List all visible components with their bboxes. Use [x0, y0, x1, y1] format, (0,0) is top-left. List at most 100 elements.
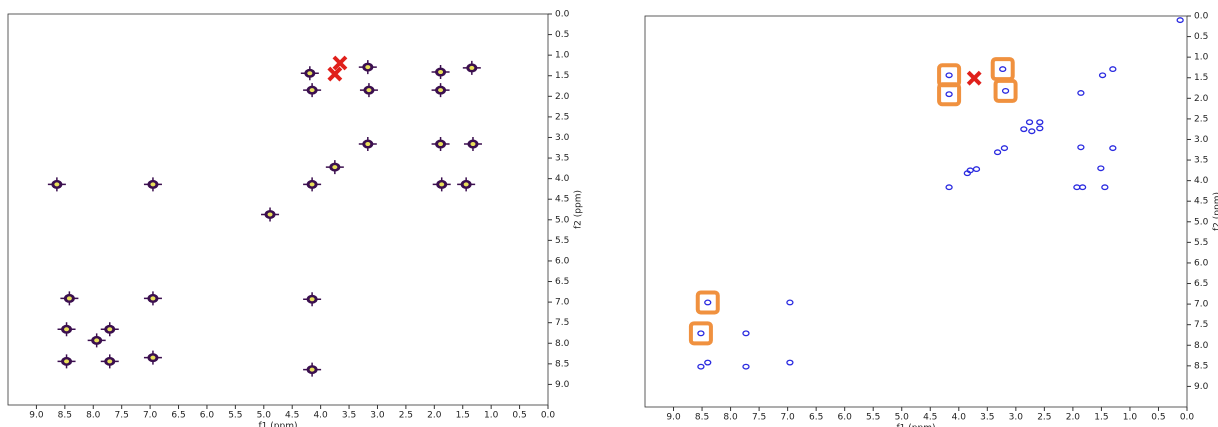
x-tick-label: 7.0	[780, 413, 795, 423]
peak-core	[438, 88, 444, 93]
peak	[972, 166, 981, 173]
y-tick-label: 9.0	[555, 380, 570, 390]
y-tick-label: 4.0	[555, 174, 570, 184]
peak	[786, 299, 794, 306]
peak	[325, 160, 344, 175]
y-tick-label: 8.0	[1194, 341, 1209, 351]
peak	[100, 322, 119, 337]
peak	[1098, 72, 1107, 79]
peak-core	[66, 296, 72, 301]
peak	[100, 354, 119, 369]
y-tick-label: 1.0	[1194, 53, 1209, 63]
y-tick-label: 0.5	[1194, 32, 1208, 42]
y-tick-label: 5.5	[1194, 238, 1208, 248]
y-tick-label: 6.5	[555, 277, 569, 287]
y-tick-label: 8.5	[1194, 361, 1208, 371]
peak	[261, 207, 280, 222]
x-tick-label: 2.5	[399, 411, 413, 421]
y-tick-label: 5.5	[555, 236, 569, 246]
y-tick-label: 6.0	[1194, 258, 1209, 268]
x-tick-label: 8.0	[86, 411, 101, 421]
x-tick-label: 7.5	[752, 413, 766, 423]
peak	[1109, 66, 1117, 73]
y-tick-label: 4.5	[555, 195, 569, 205]
peak	[1028, 128, 1036, 135]
y-tick-label: 7.0	[555, 298, 570, 308]
peak	[697, 330, 705, 337]
peak	[1077, 144, 1085, 151]
y-tick-label: 2.5	[1194, 114, 1208, 124]
y-tick-label: 5.0	[555, 215, 570, 225]
y-tick-label: 3.5	[1194, 156, 1208, 166]
peak-core	[309, 182, 315, 187]
x-tick-label: 9.0	[29, 411, 44, 421]
y-tick-label: 7.0	[1194, 300, 1209, 310]
y-tick-label: 1.5	[555, 71, 569, 81]
peak	[1109, 145, 1117, 152]
y-tick-label: 3.0	[555, 133, 570, 143]
peak-core	[309, 88, 315, 93]
peak	[457, 177, 476, 192]
peak-core	[150, 355, 156, 360]
peak	[704, 299, 712, 306]
x-tick-label: 4.0	[313, 411, 328, 421]
peak	[1077, 90, 1085, 96]
peak	[742, 363, 750, 370]
y-tick-label: 0.0	[555, 10, 570, 20]
peak-core	[64, 359, 70, 364]
y-tick-label: 9.0	[1194, 382, 1209, 392]
x-tick-label: 5.5	[866, 413, 880, 423]
x-tick-label: 7.5	[115, 411, 129, 421]
x-tick-label: 3.5	[980, 413, 994, 423]
peak	[1097, 165, 1105, 172]
peak	[431, 137, 450, 152]
highlight-box	[990, 57, 1015, 82]
x-tick-label: 8.5	[58, 411, 72, 421]
peak	[57, 354, 76, 369]
x-tick-label: 3.0	[370, 411, 385, 421]
x-tick-label: 3.5	[342, 411, 356, 421]
chart: 9.0 8.5 8.0 7.5 7.0 6.5 6.0 5.5 5.0 4.5 4.0 3.5 3.0 2…	[7, 10, 584, 427]
y-tick-label: 7.5	[1194, 320, 1208, 330]
peak-core	[107, 327, 113, 332]
peak	[143, 291, 162, 306]
peak-core	[94, 338, 100, 343]
peak	[963, 170, 971, 177]
peak-core	[107, 359, 113, 364]
x-tick-label: 0.0	[1180, 413, 1195, 423]
peak	[1036, 119, 1044, 126]
peak-core	[332, 165, 338, 170]
peak	[999, 66, 1007, 73]
highlight-box	[993, 78, 1018, 103]
y-tick-label: 1.5	[1194, 73, 1208, 83]
peak-core	[267, 212, 273, 217]
peak	[303, 362, 322, 377]
peak	[993, 149, 1002, 156]
y-tick-label: 0.0	[1194, 12, 1209, 22]
peak	[47, 177, 66, 192]
x-tick-label: 0.5	[512, 411, 526, 421]
cross-marker	[327, 66, 343, 82]
x-tick-label: 4.5	[923, 413, 937, 423]
y-tick-label: 8.0	[555, 339, 570, 349]
x-tick-label: 1.0	[1123, 413, 1138, 423]
peak-core	[150, 296, 156, 301]
peak-core	[150, 182, 156, 187]
peak	[358, 137, 377, 152]
peak	[1036, 125, 1044, 132]
peak	[87, 333, 106, 348]
peak-core	[470, 142, 476, 147]
peak	[1176, 17, 1184, 24]
y-tick-label: 7.5	[555, 318, 569, 328]
x-tick-label: 1.5	[456, 411, 470, 421]
peak	[1001, 87, 1010, 94]
peak-core	[463, 182, 469, 187]
y-axis-label: f2 (ppm)	[1213, 192, 1218, 231]
x-tick-label: 2.5	[1037, 413, 1051, 423]
peak	[358, 60, 377, 75]
peak	[143, 350, 162, 365]
peak	[462, 60, 481, 75]
x-tick-label: 4.5	[285, 411, 299, 421]
peak-core	[438, 70, 444, 75]
